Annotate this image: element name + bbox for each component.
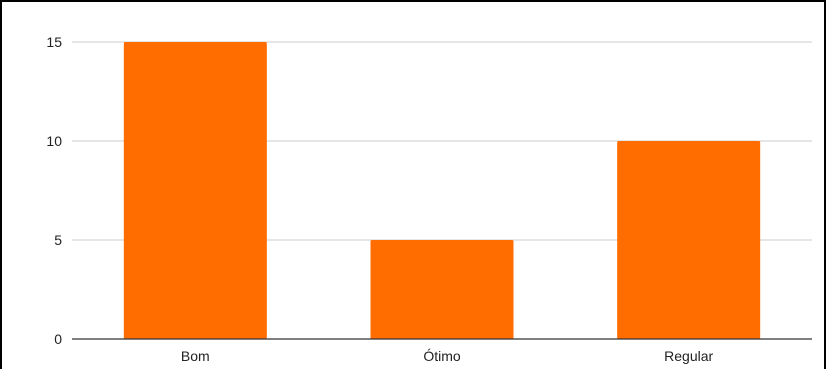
y-tick-label-10: 10 — [46, 133, 62, 149]
y-axis-tick-labels: 0 5 10 15 — [46, 34, 62, 347]
x-tick-label-1: Ótimo — [423, 348, 461, 364]
y-tick-label-5: 5 — [54, 232, 62, 248]
bar-1 — [370, 240, 514, 339]
bar-2 — [617, 141, 761, 339]
y-tick-label-15: 15 — [46, 34, 62, 50]
x-tick-label-0: Bom — [181, 348, 210, 364]
x-tick-label-2: Regular — [664, 348, 713, 364]
x-axis-tick-labels: Bom Ótimo Regular — [181, 348, 714, 364]
bar-0 — [123, 42, 267, 339]
y-tick-label-0: 0 — [54, 331, 62, 347]
bars — [123, 42, 761, 339]
